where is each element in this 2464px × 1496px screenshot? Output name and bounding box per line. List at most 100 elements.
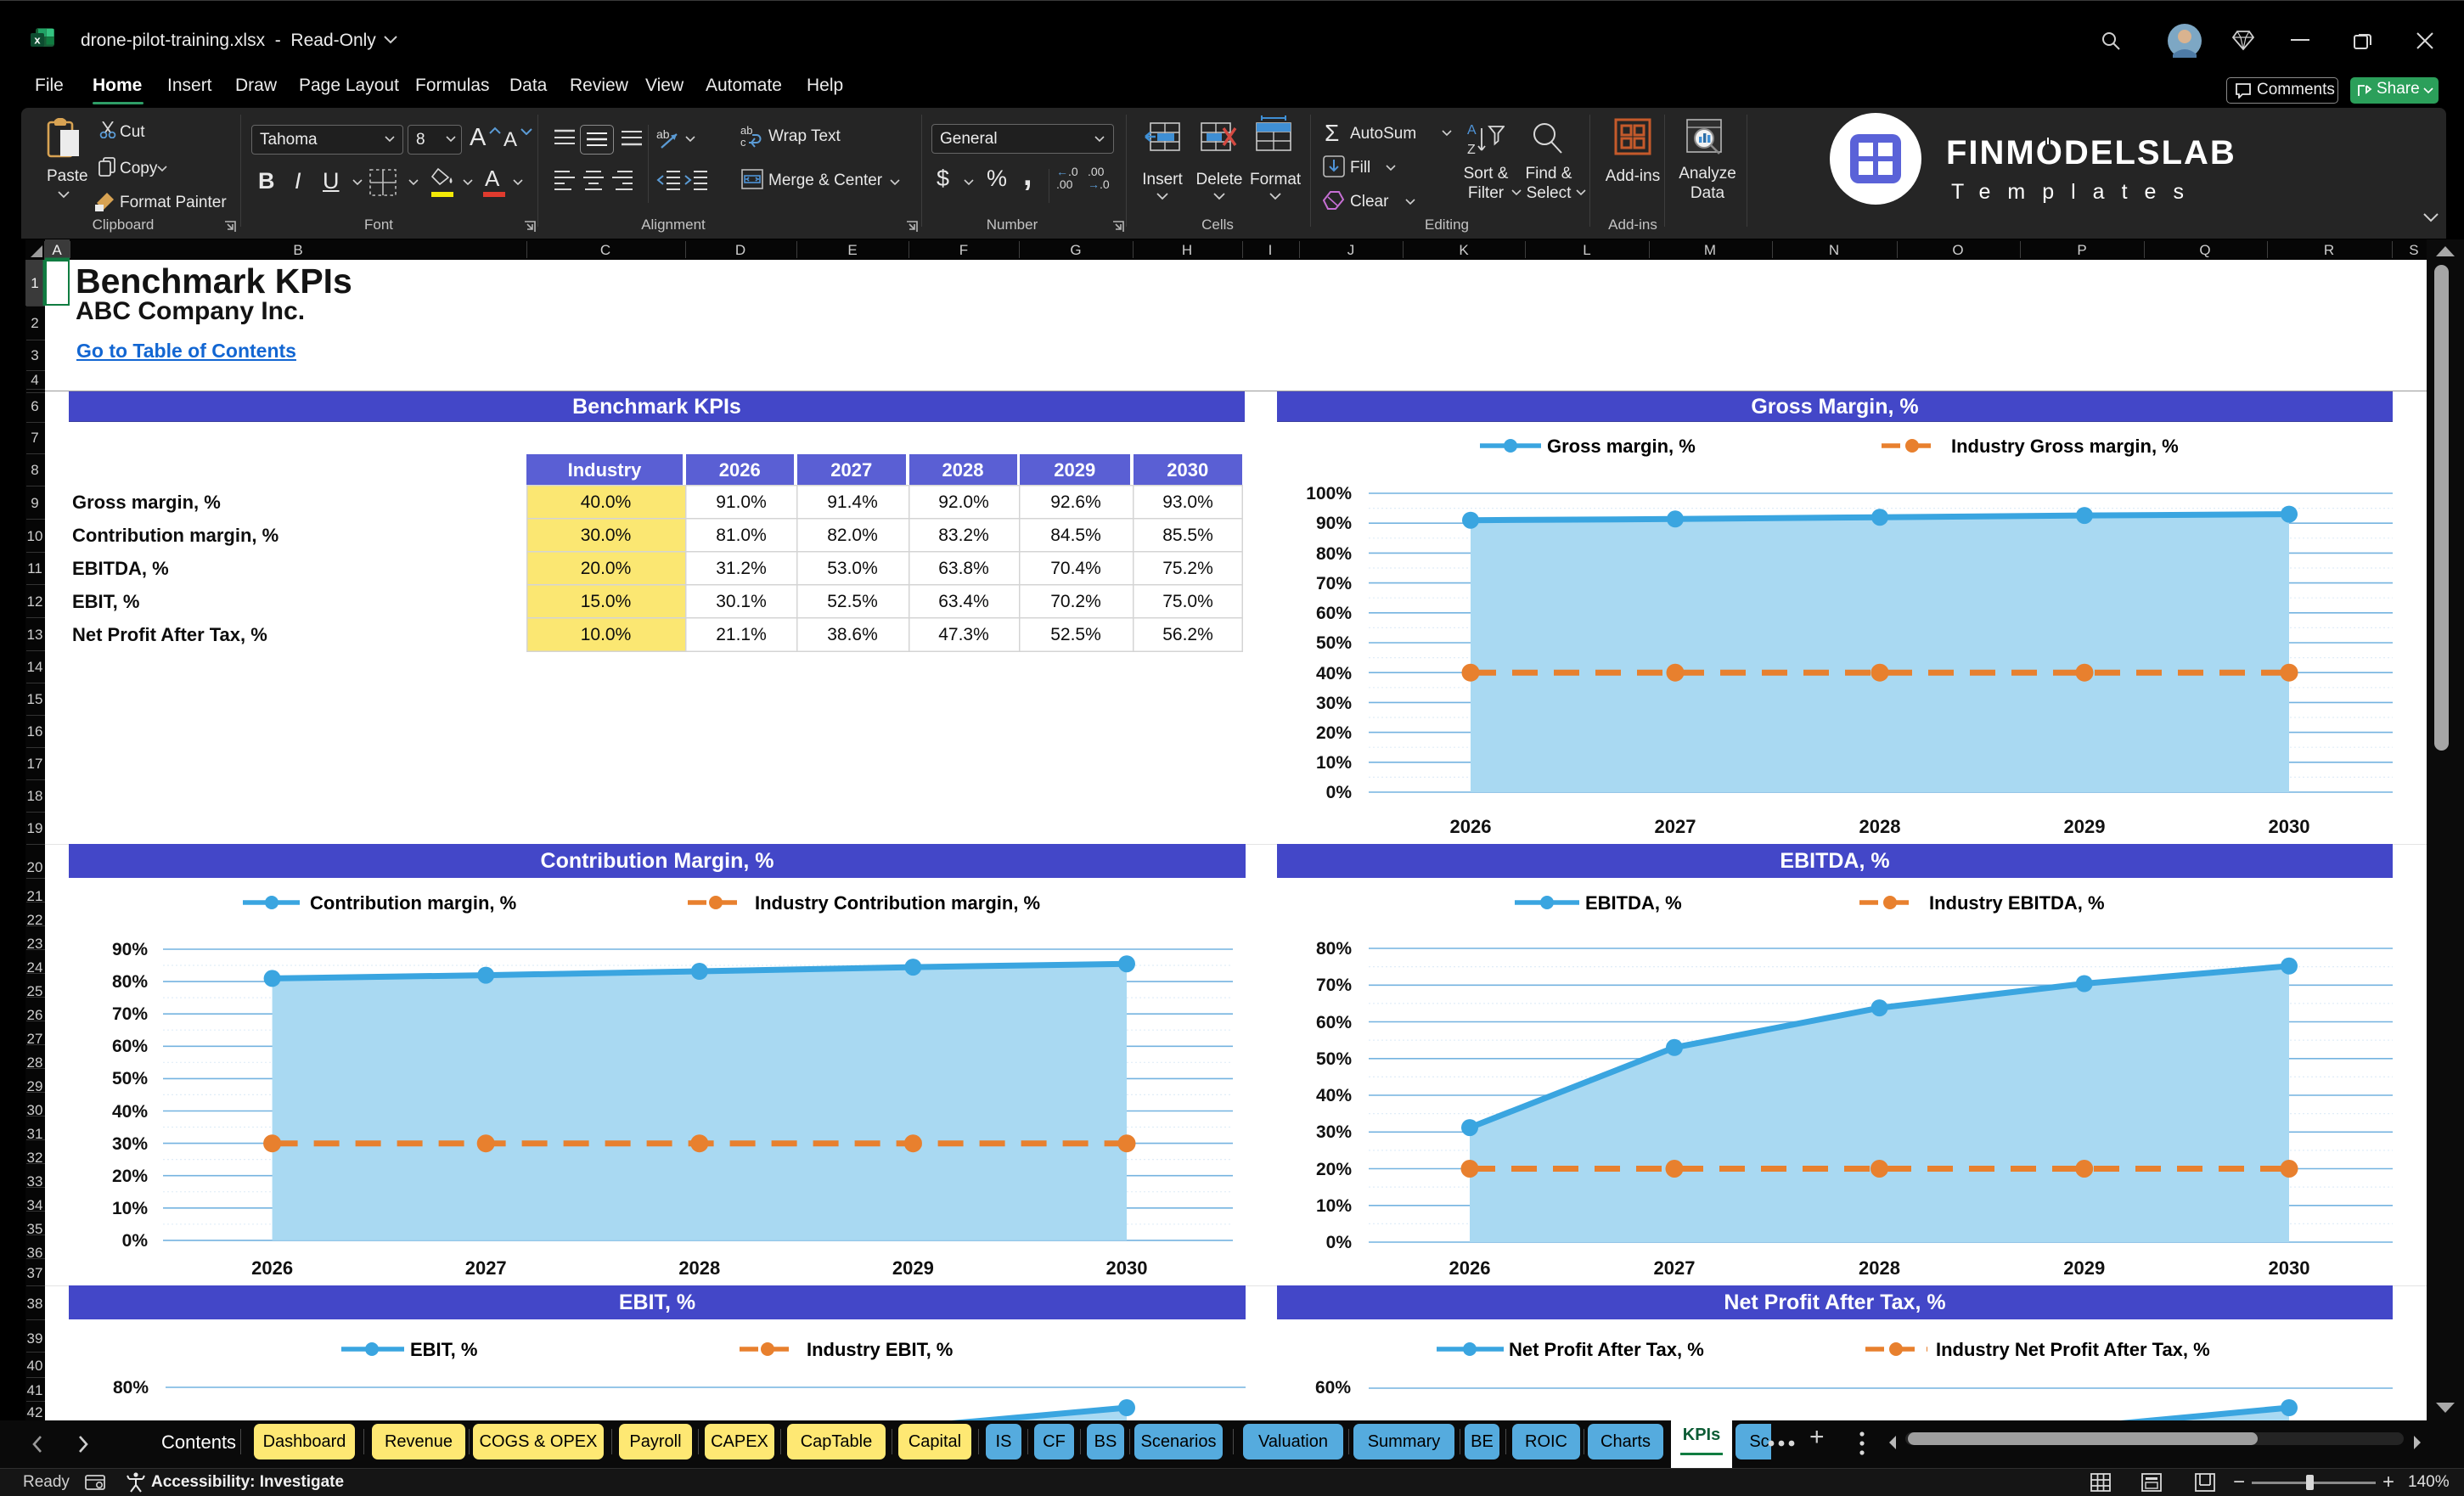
svg-text:60%: 60% (1315, 1378, 1351, 1398)
svg-text:90%: 90% (112, 940, 148, 959)
svg-text:P: P (2077, 242, 2086, 258)
svg-text:6: 6 (31, 398, 38, 414)
svg-text:2027: 2027 (465, 1257, 507, 1279)
svg-text:33: 33 (27, 1173, 43, 1189)
svg-text:EBIT, %: EBIT, % (410, 1339, 477, 1360)
svg-text:21.1%: 21.1% (716, 625, 767, 644)
svg-text:2030: 2030 (1106, 1257, 1148, 1279)
svg-text:16: 16 (27, 723, 43, 740)
svg-text:2027: 2027 (1654, 1257, 1696, 1279)
svg-text:Industry EBITDA, %: Industry EBITDA, % (1929, 892, 2105, 914)
svg-text:9: 9 (31, 495, 38, 511)
svg-text:38.6%: 38.6% (827, 625, 878, 644)
svg-text:10%: 10% (1316, 753, 1352, 773)
svg-text:2028: 2028 (678, 1257, 720, 1279)
svg-text:20%: 20% (112, 1167, 148, 1186)
svg-text:70%: 70% (112, 1004, 148, 1024)
svg-text:Contribution margin, %: Contribution margin, % (310, 892, 516, 914)
svg-text:2027: 2027 (1655, 816, 1696, 837)
svg-text:10%: 10% (1316, 1196, 1352, 1216)
svg-text:70%: 70% (1316, 574, 1352, 593)
svg-text:2: 2 (31, 315, 38, 331)
svg-text:91.0%: 91.0% (716, 492, 767, 512)
svg-text:25: 25 (27, 983, 43, 999)
svg-text:EBITDA, %: EBITDA, % (1585, 892, 1682, 914)
svg-text:32: 32 (27, 1150, 43, 1166)
svg-text:40%: 40% (1316, 664, 1352, 683)
svg-text:Net Profit After Tax, %: Net Profit After Tax, % (1509, 1339, 1704, 1360)
svg-text:83.2%: 83.2% (938, 526, 989, 545)
svg-text:2029: 2029 (2063, 1257, 2105, 1279)
svg-text:40: 40 (27, 1358, 43, 1374)
svg-text:84.5%: 84.5% (1050, 526, 1101, 545)
svg-text:K: K (1459, 242, 1469, 258)
svg-text:27: 27 (27, 1031, 43, 1047)
svg-text:70%: 70% (1316, 976, 1352, 995)
svg-text:20%: 20% (1316, 723, 1352, 743)
svg-text:60%: 60% (1316, 1013, 1352, 1032)
svg-text:0%: 0% (1326, 1233, 1353, 1252)
svg-text:1: 1 (31, 275, 38, 291)
svg-text:A: A (1467, 123, 1477, 138)
svg-text:2026: 2026 (1449, 1257, 1491, 1279)
svg-text:2026: 2026 (251, 1257, 293, 1279)
svg-text:56.2%: 56.2% (1162, 625, 1213, 644)
svg-text:20%: 20% (1316, 1160, 1352, 1179)
svg-text:50%: 50% (1316, 633, 1352, 653)
svg-text:Q: Q (2199, 242, 2210, 258)
svg-text:2028: 2028 (1859, 1257, 1900, 1279)
svg-text:S: S (2409, 242, 2427, 258)
svg-text:23: 23 (27, 936, 43, 952)
svg-text:50%: 50% (1316, 1049, 1352, 1069)
svg-text:15: 15 (27, 691, 43, 707)
svg-text:52.5%: 52.5% (827, 592, 878, 611)
svg-text:30: 30 (27, 1102, 43, 1118)
svg-text:F: F (959, 242, 968, 258)
svg-text:2026: 2026 (1450, 816, 1492, 837)
svg-text:3: 3 (31, 347, 38, 363)
svg-text:c: c (740, 136, 746, 149)
svg-text:ab: ab (740, 124, 752, 137)
svg-text:70.2%: 70.2% (1050, 592, 1101, 611)
svg-text:19: 19 (27, 820, 43, 836)
svg-text:39: 39 (27, 1330, 43, 1347)
svg-text:53.0%: 53.0% (827, 559, 878, 578)
svg-text:26: 26 (27, 1007, 43, 1023)
svg-text:4: 4 (31, 372, 38, 388)
svg-text:2030: 2030 (2269, 816, 2310, 837)
svg-text:O: O (1952, 242, 1963, 258)
svg-text:41: 41 (27, 1382, 43, 1398)
svg-text:80%: 80% (113, 1378, 149, 1398)
svg-text:50%: 50% (112, 1069, 148, 1088)
svg-text:14: 14 (27, 659, 43, 675)
svg-text:H: H (1182, 242, 1192, 258)
svg-text:Industry Contribution margin,: Industry Contribution margin, % (755, 892, 1040, 914)
svg-text:24: 24 (27, 959, 43, 976)
svg-text:82.0%: 82.0% (827, 526, 878, 545)
svg-text:I: I (1269, 242, 1273, 258)
svg-text:L: L (1583, 242, 1590, 258)
svg-text:Industry Net Profit After Tax,: Industry Net Profit After Tax, % (1936, 1339, 2210, 1360)
svg-text:J: J (1347, 242, 1355, 258)
svg-text:60%: 60% (1316, 604, 1352, 623)
svg-text:M: M (1704, 242, 1716, 258)
svg-text:17: 17 (27, 756, 43, 772)
svg-text:18: 18 (27, 788, 43, 804)
svg-text:2028: 2028 (1859, 816, 1901, 837)
svg-text:75.2%: 75.2% (1162, 559, 1213, 578)
svg-text:81.0%: 81.0% (716, 526, 767, 545)
svg-text:80%: 80% (1316, 544, 1352, 564)
svg-text:63.8%: 63.8% (938, 559, 989, 578)
svg-text:80%: 80% (112, 972, 148, 992)
svg-text:Z: Z (1467, 143, 1476, 157)
svg-text:10: 10 (27, 528, 43, 544)
svg-text:2030: 2030 (2269, 1257, 2310, 1279)
svg-text:40%: 40% (1316, 1086, 1352, 1105)
svg-text:C: C (600, 242, 610, 258)
svg-text:22: 22 (27, 912, 43, 928)
svg-text:2029: 2029 (2064, 816, 2106, 837)
svg-text:85.5%: 85.5% (1162, 526, 1213, 545)
svg-text:100%: 100% (1306, 484, 1352, 503)
svg-text:31.2%: 31.2% (716, 559, 767, 578)
svg-text:92.6%: 92.6% (1050, 492, 1101, 512)
